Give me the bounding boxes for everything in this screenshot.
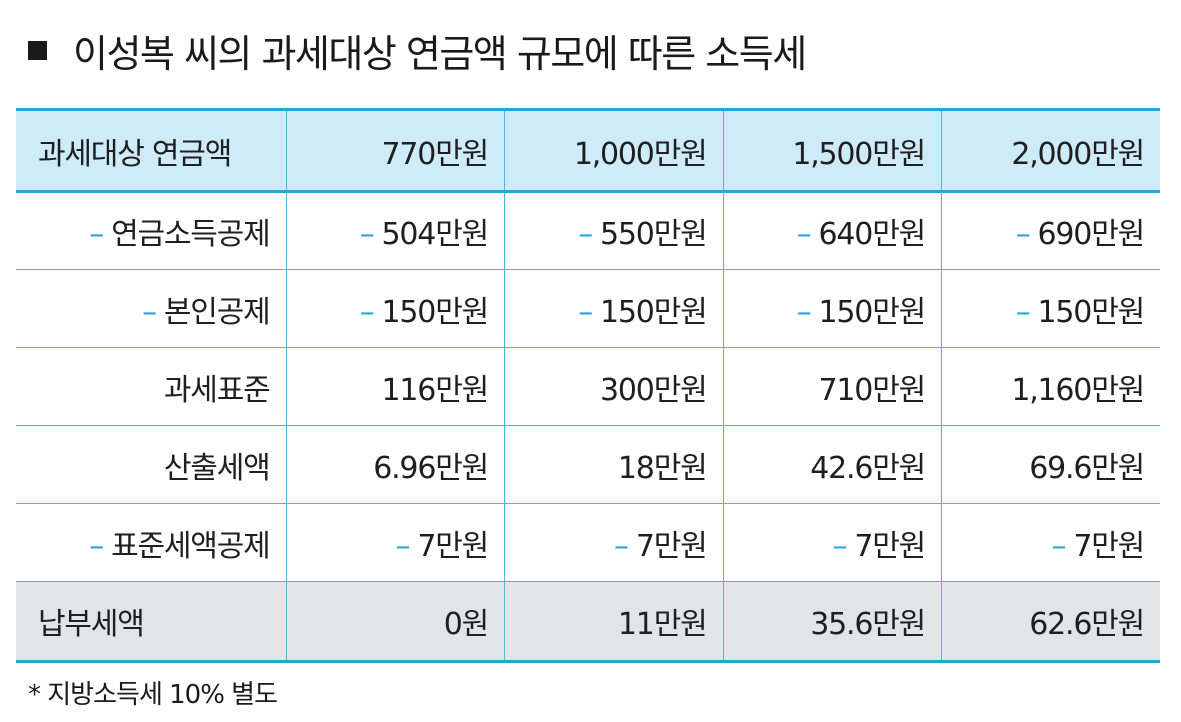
table-cell: –150만원 [722,269,942,348]
minus-sign: – [832,528,848,564]
cell-value: 150만원 [1037,294,1146,330]
minus-sign: – [614,528,629,564]
header-cell-1500: 1,500만원 [722,108,942,193]
table-cell: 11만원 [504,581,723,663]
table-cell: –7만원 [285,503,505,582]
tax-table: 과세대상 연금액 770만원 1,000만원 1,500만원 2,000만원 –… [16,108,1160,663]
header-cell-1000: 1,000만원 [504,108,723,193]
minus-sign: – [578,217,593,252]
table-cell: –150만원 [504,269,723,348]
square-bullet-icon [28,40,47,60]
row-label: – 표준세액공제 [16,503,286,582]
cell-value: 690만원 [1037,217,1146,252]
header-cell-770: 770만원 [285,108,505,193]
table-cell: –150만원 [285,269,505,348]
minus-sign: – [89,528,104,564]
table-row: – 본인공제 –150만원 –150만원 –150만원 –150만원 [16,269,1160,348]
minus-sign: – [796,217,812,252]
cell-value: 640만원 [818,217,927,252]
table-cell: 42.6만원 [722,425,942,504]
page-title: 이성복 씨의 과세대상 연금액 규모에 따른 소득세 [28,22,807,78]
header-cell-2000: 2,000만원 [941,108,1160,193]
cell-value: 504만원 [381,217,490,252]
minus-sign: – [359,294,375,330]
table-cell: 62.6만원 [941,581,1160,663]
table-cell: –7만원 [722,503,942,582]
cell-value: 150만원 [818,294,927,330]
cell-value: 150만원 [381,294,490,330]
table-cell: 1,160만원 [941,347,1160,426]
table-cell: –504만원 [285,191,505,270]
row-label: – 연금소득공제 [16,191,286,270]
cell-value: 550만원 [600,217,708,252]
table-header-row: 과세대상 연금액 770만원 1,000만원 1,500만원 2,000만원 [16,108,1160,193]
minus-sign: – [89,217,104,252]
minus-sign: – [395,528,411,564]
cell-value: 7만원 [854,528,926,564]
table-cell: 69.6만원 [941,425,1160,504]
row-label: – 본인공제 [16,269,286,348]
table-row: – 연금소득공제 –504만원 –550만원 –640만원 –690만원 [16,191,1160,270]
cell-value: 7만원 [417,528,489,564]
table-row: 산출세액 6.96만원 18만원 42.6만원 69.6만원 [16,425,1160,504]
page-title-text: 이성복 씨의 과세대상 연금액 규모에 따른 소득세 [73,31,807,76]
table-cell: 35.6만원 [722,581,942,663]
table-cell: 0원 [285,581,505,663]
cell-value: 7만원 [1073,528,1145,564]
table-cell: –150만원 [941,269,1160,348]
footnote: * 지방소득세 10% 별도 [28,680,278,710]
table-cell: 300만원 [504,347,723,426]
table-cell: –7만원 [941,503,1160,582]
table-cell: –640만원 [722,191,942,270]
table-cell: 18만원 [504,425,723,504]
table-cell: –550만원 [504,191,723,270]
table-cell: 116만원 [285,347,505,426]
minus-sign: – [578,294,593,330]
table-total-row: 납부세액 0원 11만원 35.6만원 62.6만원 [16,581,1160,663]
minus-sign: – [796,294,812,330]
cell-value: 150만원 [600,294,708,330]
row-label-text: 연금소득공제 [111,217,271,252]
table-cell: 6.96만원 [285,425,505,504]
minus-sign: – [1015,217,1031,252]
cell-value: 7만원 [635,528,708,564]
row-label: 과세표준 [16,347,286,426]
minus-sign: – [1015,294,1031,330]
row-label: 산출세액 [16,425,286,504]
row-label-text: 본인공제 [163,294,271,330]
minus-sign: – [359,217,375,252]
header-cell-label: 과세대상 연금액 [16,108,286,193]
table-row: – 표준세액공제 –7만원 –7만원 –7만원 –7만원 [16,503,1160,582]
minus-sign: – [142,294,157,330]
table-cell: –690만원 [941,191,1160,270]
row-label: 납부세액 [16,581,286,663]
minus-sign: – [1051,528,1067,564]
table-row: 과세표준 116만원 300만원 710만원 1,160만원 [16,347,1160,426]
row-label-text: 표준세액공제 [111,528,271,564]
table-cell: 710만원 [722,347,942,426]
table-cell: –7만원 [504,503,723,582]
